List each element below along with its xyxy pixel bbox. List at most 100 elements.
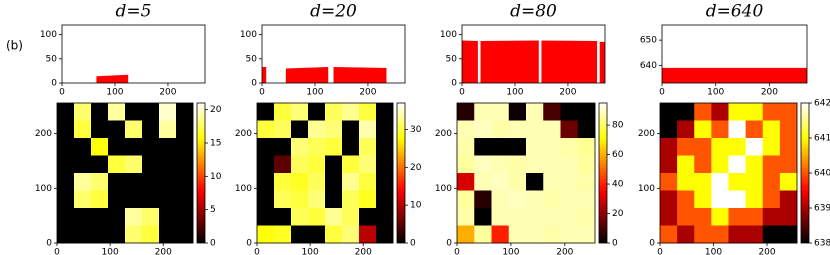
area	[462, 40, 605, 83]
heat-cell	[491, 190, 510, 209]
colorbar	[598, 102, 608, 244]
heat-cell	[108, 103, 126, 121]
x-tick-label: 0	[459, 88, 465, 98]
heat-cell	[257, 173, 275, 191]
heat-cell	[560, 225, 579, 244]
heat-cell	[142, 138, 160, 156]
heat-cell	[779, 103, 798, 121]
heat-cell	[779, 138, 798, 156]
heat-cell	[779, 225, 798, 244]
heat-cell	[694, 173, 712, 191]
heat-cell	[526, 138, 544, 156]
heat-cell	[457, 155, 475, 174]
heat-cell	[159, 103, 177, 121]
heat-cell	[543, 138, 561, 156]
heat-cell	[142, 208, 160, 226]
heat-cell	[677, 225, 695, 244]
heat-cell	[359, 138, 377, 156]
heat-cell	[508, 155, 527, 174]
area	[262, 67, 387, 83]
heat-cell	[577, 103, 596, 121]
heat-cell	[257, 138, 275, 156]
heat-cell	[560, 120, 579, 139]
y-tick-label: 0	[649, 239, 655, 249]
y-tick-label: 200	[435, 129, 452, 139]
heat-cell	[762, 225, 781, 244]
heat-cell	[274, 173, 292, 191]
plot-frame	[659, 102, 798, 244]
y-tick-label: 0	[451, 79, 457, 89]
colorbar-tick-label: 20	[612, 209, 624, 219]
heat-cell	[176, 120, 194, 139]
x-tick-label: 200	[556, 248, 573, 255]
heat-cell	[274, 208, 292, 226]
heat-cell	[508, 120, 527, 139]
colorbar-tick-label: 40	[612, 180, 624, 190]
heat-cell	[376, 138, 394, 156]
heat-cell	[491, 138, 510, 156]
heat-cell	[142, 225, 160, 244]
heat-cell	[274, 190, 292, 209]
heat-cell	[342, 208, 360, 226]
heat-cell	[291, 225, 309, 244]
heat-cell	[325, 208, 343, 226]
heat-cell	[176, 138, 194, 156]
heat-cell	[325, 190, 343, 209]
heat-cell	[359, 173, 377, 191]
colorbar-tick-label: 642	[814, 99, 830, 109]
y-tick-label: 200	[35, 129, 52, 139]
heat-cell	[108, 120, 126, 139]
colorbar-tick-label: 640	[814, 169, 830, 179]
heat-cell	[543, 190, 561, 209]
area	[662, 67, 807, 83]
heat-cell	[359, 103, 377, 121]
plot-frame	[261, 24, 406, 84]
heat-cell	[376, 155, 394, 174]
plot-frame	[456, 102, 596, 244]
heat-cell	[308, 208, 326, 226]
heat-cell	[762, 103, 781, 121]
heat-cell	[745, 173, 764, 191]
heat-cell	[660, 208, 678, 226]
heat-cell	[359, 155, 377, 174]
heat-cell	[660, 173, 678, 191]
heat-cell	[491, 120, 510, 139]
heat-cell	[125, 190, 143, 209]
heat-cell	[491, 225, 510, 244]
plot-frame	[61, 24, 206, 84]
heat-cell	[526, 173, 544, 191]
heat-cell	[779, 208, 798, 226]
heat-cell	[57, 138, 75, 156]
heat-cell	[677, 173, 695, 191]
heat-cell	[125, 120, 143, 139]
heat-cell	[677, 103, 695, 121]
x-tick-label: 100	[707, 88, 724, 98]
x-tick-label: 200	[359, 88, 376, 98]
heat-cell	[376, 190, 394, 209]
heat-cell	[728, 173, 747, 191]
heat-cell	[474, 173, 492, 191]
heat-cell	[474, 208, 492, 226]
colorbar-tick-label: 5	[210, 205, 216, 215]
colorbar	[196, 102, 206, 244]
heat-cell	[108, 208, 126, 226]
heat-cell	[728, 120, 747, 139]
heat-cell	[526, 225, 544, 244]
heat-cell	[491, 103, 510, 121]
heat-cell	[779, 155, 798, 174]
heat-cell	[491, 208, 510, 226]
heat-cell	[745, 208, 764, 226]
heat-cell	[159, 173, 177, 191]
heat-cell	[745, 190, 764, 209]
heat-cell	[526, 155, 544, 174]
heat-cell	[660, 155, 678, 174]
heat-cell	[376, 173, 394, 191]
plot-frame	[256, 102, 394, 244]
y-tick-label: 100	[40, 30, 57, 40]
heat-cell	[376, 120, 394, 139]
heat-cell	[159, 138, 177, 156]
heat-cell	[508, 173, 527, 191]
heat-cell	[257, 155, 275, 174]
heat-cell	[91, 208, 109, 226]
heat-cell	[508, 103, 527, 121]
